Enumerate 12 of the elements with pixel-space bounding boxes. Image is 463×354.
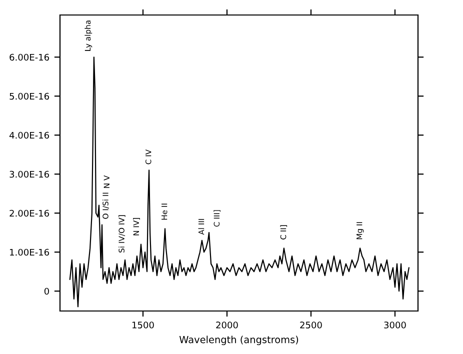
y-tick-label: 0 [44, 288, 49, 295]
x-tick-label: 2000 [216, 322, 238, 328]
x-tick-label: 1500 [132, 322, 154, 328]
x-axis-title: Wavelength (angstroms) [179, 336, 298, 346]
y-tick-label: 4.00E-16 [9, 132, 50, 139]
y-tick-label: 6.00E-16 [10, 54, 50, 61]
y-tick-label: 2.00E-16 [10, 210, 50, 217]
y-tick-label: 5.00E-16 [10, 92, 50, 100]
x-tick-label: 3000 [384, 322, 406, 328]
x-tick-label: 2500 [300, 322, 322, 328]
y-tick-label: 1.00E-16 [10, 248, 50, 256]
y-tick-label: 3.00E-16 [10, 170, 50, 178]
